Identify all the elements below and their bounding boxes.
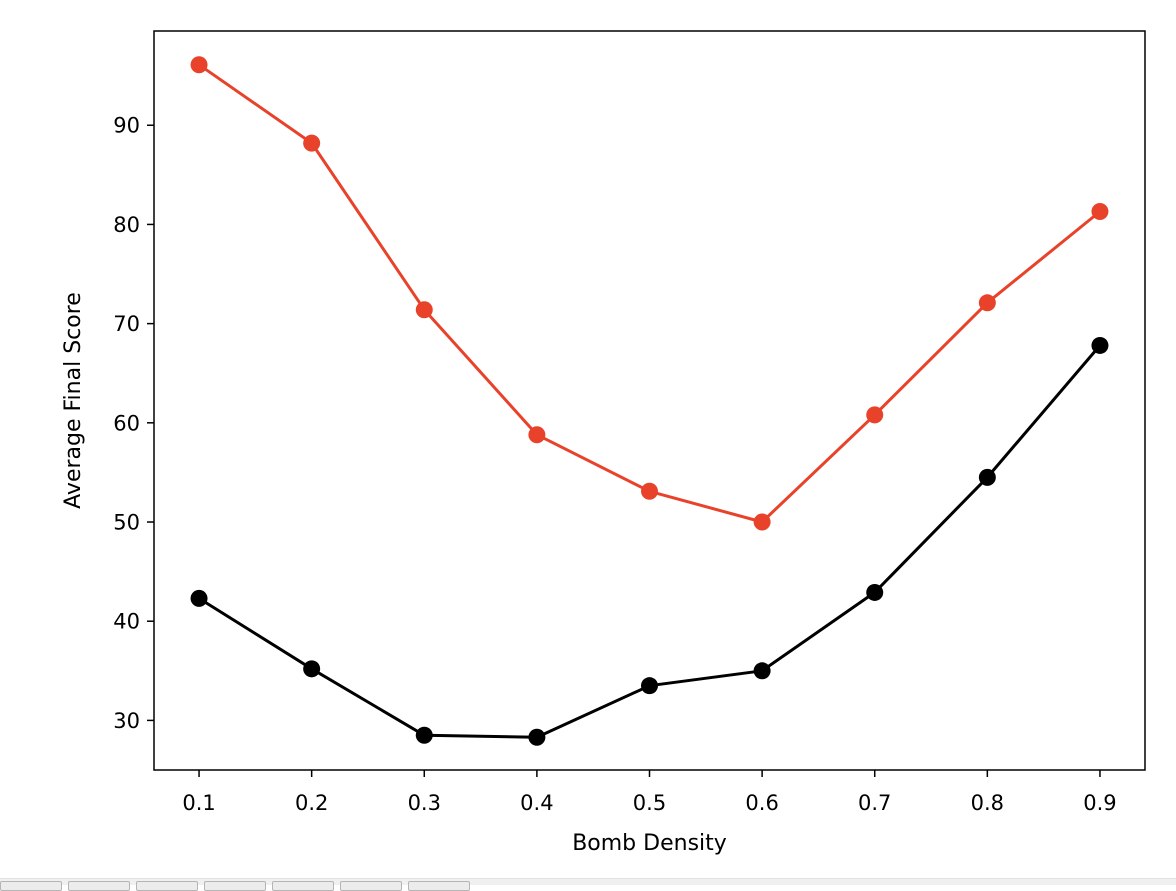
data-point: [753, 513, 771, 531]
y-tick-label: 40: [113, 610, 140, 634]
series-1: [190, 56, 1109, 531]
toolbar-forward-button[interactable]: [136, 881, 198, 891]
toolbar-back-button[interactable]: [68, 881, 130, 891]
data-point: [190, 589, 208, 607]
y-tick-label: 70: [113, 312, 140, 336]
x-tick-label: 0.6: [745, 791, 778, 815]
toolbar-configure-button[interactable]: [340, 881, 402, 891]
data-point: [303, 134, 321, 152]
toolbar-home-button[interactable]: [0, 881, 62, 891]
toolbar-pan-button[interactable]: [204, 881, 266, 891]
data-point: [978, 468, 996, 486]
y-axis-label: Average Final Score: [61, 292, 86, 509]
x-axis-label: Bomb Density: [572, 831, 727, 856]
y-axis: 30 40 50 60 70 80 90: [113, 114, 154, 733]
series-2: [190, 336, 1109, 746]
data-point: [641, 677, 658, 695]
x-tick-label: 0.4: [520, 791, 553, 815]
x-tick-label: 0.7: [858, 791, 891, 815]
data-point: [866, 406, 884, 424]
toolbar-zoom-button[interactable]: [272, 881, 334, 891]
data-point: [641, 482, 658, 500]
y-tick-label: 50: [113, 511, 140, 535]
data-point: [753, 662, 771, 680]
x-tick-label: 0.5: [633, 791, 666, 815]
plot-area: [153, 30, 1146, 771]
data-point: [190, 56, 208, 74]
x-tick-label: 0.8: [971, 791, 1004, 815]
x-tick-label: 0.3: [408, 791, 441, 815]
data-point: [303, 660, 321, 678]
data-point: [866, 583, 884, 601]
data-point: [1091, 336, 1109, 354]
series-layer: [190, 56, 1109, 746]
x-tick-label: 0.9: [1083, 791, 1116, 815]
y-tick-label: 80: [113, 213, 140, 237]
data-point: [415, 301, 433, 319]
x-tick-label: 0.2: [295, 791, 328, 815]
data-point: [978, 294, 996, 312]
data-point: [528, 728, 546, 746]
data-point: [528, 426, 546, 444]
data-point: [415, 726, 433, 744]
x-tick-label: 0.1: [182, 791, 215, 815]
y-tick-label: 90: [113, 114, 140, 138]
data-point: [1091, 203, 1109, 221]
y-tick-label: 60: [113, 411, 140, 435]
y-tick-label: 30: [113, 709, 140, 733]
toolbar-save-button[interactable]: [408, 881, 470, 891]
x-axis: 0.1 0.2 0.3 0.4 0.5 0.6 0.7 0.8 0.9: [182, 770, 1117, 815]
